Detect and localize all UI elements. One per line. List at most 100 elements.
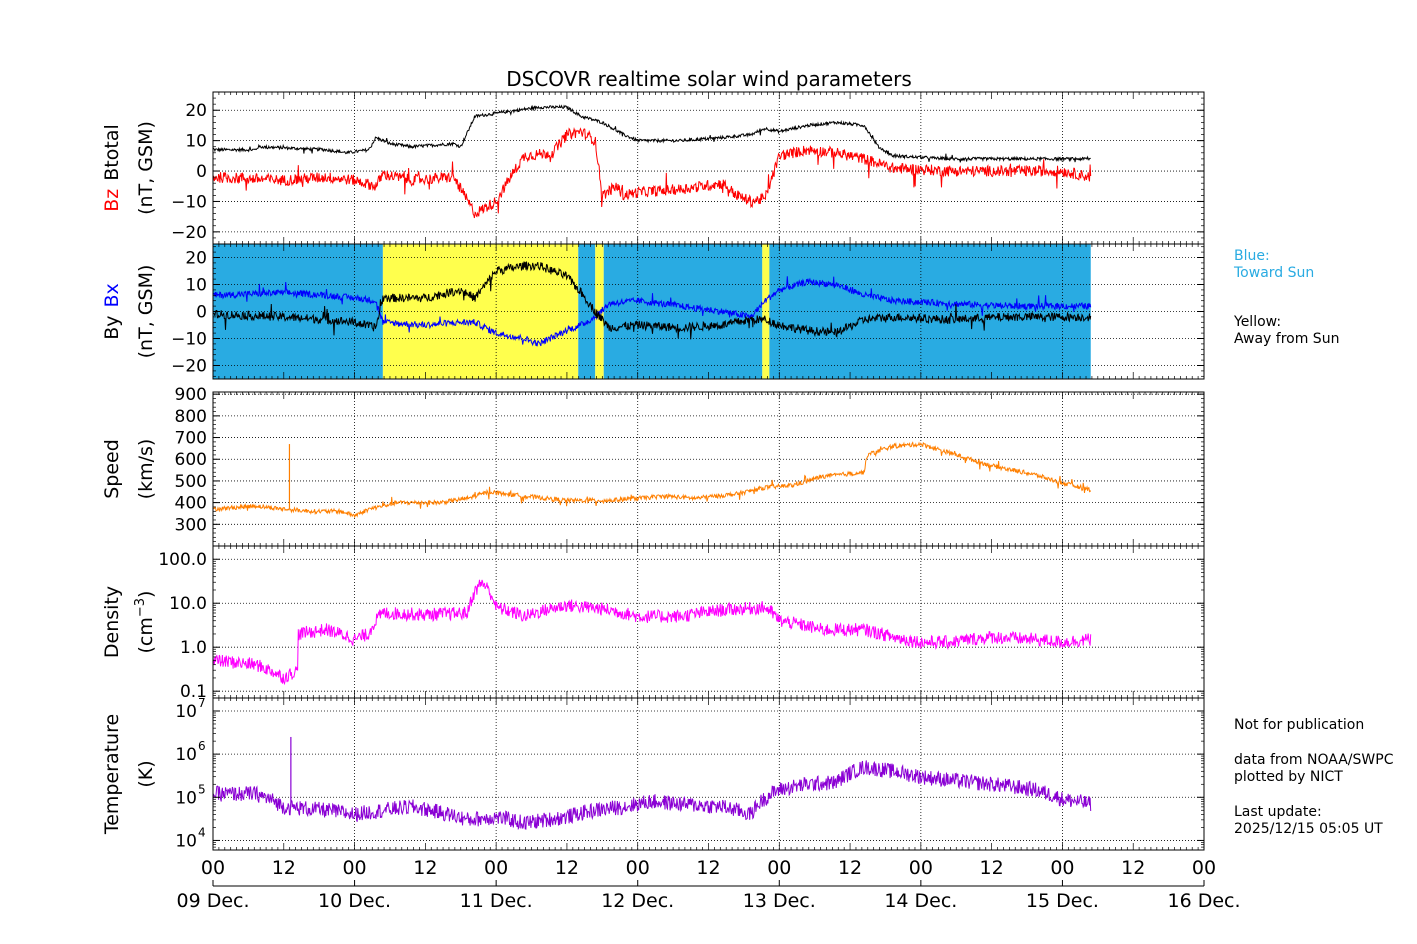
- xtick-hour-label: 00: [1050, 857, 1074, 879]
- yunit-main: (cm: [135, 617, 157, 653]
- panel-frame: [212, 697, 1205, 851]
- ytick-label: −10: [171, 330, 207, 350]
- xtick-hour-label: 12: [696, 857, 720, 879]
- ytick-label-base: 10: [175, 702, 197, 722]
- series-by: [213, 261, 1092, 340]
- xtick-hour-label: 00: [1192, 857, 1216, 879]
- legend-blue-label: Blue:: [1234, 248, 1270, 264]
- panel-frame: [212, 91, 1205, 245]
- ytick-label: 300: [175, 515, 207, 535]
- ytick-label: 100.0: [158, 550, 207, 570]
- ytick-label: 600: [175, 450, 207, 470]
- ytick-label: 900: [175, 385, 207, 405]
- xtick-day-label: 12 Dec.: [601, 890, 674, 912]
- panel-frame: [212, 391, 1205, 547]
- legend-yellow-text: Away from Sun: [1234, 331, 1340, 347]
- xtick-hour-label: 00: [484, 857, 508, 879]
- xtick-hour-label: 00: [342, 857, 366, 879]
- series-density: [213, 579, 1092, 686]
- legend-blue-text: Toward Sun: [1234, 265, 1315, 281]
- xtick-hour-label: 00: [909, 857, 933, 879]
- sector-band-2: [578, 244, 596, 379]
- ytick-label: −20: [171, 357, 207, 377]
- ylabel-part: Speed: [101, 439, 123, 499]
- ylabel-density: Density: [101, 586, 123, 658]
- ylabel-btotal_bz: Bz Btotal: [101, 124, 123, 212]
- xtick-day-label: 14 Dec.: [884, 890, 957, 912]
- xtick-day-label: 09 Dec.: [176, 890, 249, 912]
- legend-yellow-label: Yellow:: [1234, 314, 1282, 330]
- ylabel-part: Bz: [101, 189, 123, 212]
- yunit-bx_by: (nT, GSM): [135, 265, 157, 359]
- panel-frame: [212, 545, 1205, 699]
- ylabel-speed: Speed: [101, 439, 123, 499]
- note-plotted-by: plotted by NICT: [1234, 769, 1343, 785]
- ytick-label: 500: [175, 472, 207, 492]
- ytick-label: −20: [171, 223, 207, 243]
- ytick-label: 20: [185, 249, 207, 269]
- xtick-hour-label: 00: [201, 857, 225, 879]
- yunit-btotal_bz: (nT, GSM): [135, 121, 157, 215]
- series-temperature: [213, 760, 1092, 831]
- xtick-hour-label: 12: [413, 857, 437, 879]
- ytick-label: 20: [185, 101, 207, 121]
- ytick-label: 0: [196, 162, 207, 182]
- xtick-hour-label: 12: [980, 857, 1004, 879]
- ylabel-temperature: Temperature: [101, 714, 123, 835]
- ylabel-part: Btotal: [101, 124, 123, 180]
- ytick-label-exp: 4: [198, 825, 206, 839]
- ytick-label-exp: 6: [198, 739, 206, 753]
- series-speed: [213, 441, 1092, 519]
- note-data-source: data from NOAA/SWPC: [1234, 752, 1394, 768]
- ytick-label: 10: [185, 276, 207, 296]
- ytick-label-base: 10: [175, 745, 197, 765]
- ytick-label: 700: [175, 429, 207, 449]
- xtick-hour-label: 00: [767, 857, 791, 879]
- xtick-day-label: 15 Dec.: [1026, 890, 1099, 912]
- ylabel-part: Density: [101, 586, 123, 658]
- ytick-label: 10.0: [169, 594, 207, 614]
- ytick-label-base: 10: [175, 788, 197, 808]
- xtick-hour-label: 12: [1121, 857, 1145, 879]
- yunit-speed: (km/s): [135, 439, 157, 500]
- note-last-update-label: Last update:: [1234, 804, 1322, 820]
- series-bz: [213, 127, 1092, 219]
- xtick-hour-label: 00: [626, 857, 650, 879]
- ytick-label-exp: 5: [198, 782, 206, 796]
- ytick-label-exp: 7: [198, 696, 206, 710]
- ytick-label: 0.1: [180, 682, 207, 702]
- ylabel-bx_by: By Bx: [101, 283, 123, 340]
- series-bx: [213, 276, 1092, 347]
- yunit-sup: −3: [133, 598, 148, 617]
- ytick-label-base: 10: [175, 831, 197, 851]
- ytick-label: −10: [171, 192, 207, 212]
- panel-density: 0.1 1.0 10.0 100.0 Density (cm−3): [101, 545, 1205, 702]
- ytick-label: 800: [175, 407, 207, 427]
- xtick-hour-label: 12: [838, 857, 862, 879]
- note-last-update-value: 2025/12/15 05:05 UT: [1234, 821, 1383, 837]
- xtick-hour-label: 12: [272, 857, 296, 879]
- xtick-day-label: 16 Dec.: [1167, 890, 1240, 912]
- x-axis: 00 12 00 12 00 12 00 12 00 12 00 12 00 12 00 09 Dec. 10 …: [176, 857, 1240, 912]
- xtick-day-label: 13 Dec.: [743, 890, 816, 912]
- panels-group: −20 −10 0 10 20 Bz Btotal (nT, GSM) −20 −10 0 10 20 B…: [101, 91, 1205, 851]
- chart-title: DSCOVR realtime solar wind parameters: [506, 67, 912, 91]
- series-btotal: [213, 104, 1091, 163]
- panel-btotal_bz: −20 −10 0 10 20 Bz Btotal (nT, GSM): [101, 91, 1205, 245]
- xtick-day-label: 10 Dec.: [318, 890, 391, 912]
- xtick-day-label: 11 Dec.: [460, 890, 533, 912]
- note-not-for-publication: Not for publication: [1234, 717, 1365, 733]
- yunit-close: ): [135, 591, 157, 598]
- ylabel-part: By: [101, 316, 123, 340]
- ytick-label: 0: [196, 303, 207, 323]
- ylabel-part: Bx: [101, 283, 123, 307]
- yunit-temperature: (K): [135, 760, 157, 787]
- ytick-label: 400: [175, 494, 207, 514]
- yunit-density: (cm−3): [133, 591, 157, 654]
- ytick-label: 10: [185, 132, 207, 152]
- ytick-label: 1.0: [180, 638, 207, 658]
- ylabel-part: Temperature: [101, 714, 123, 835]
- panel-bx_by: −20 −10 0 10 20 By Bx (nT, GSM): [101, 243, 1205, 380]
